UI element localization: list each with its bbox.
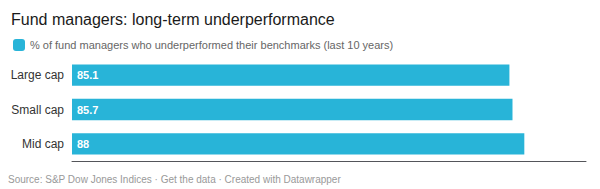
- svg-text:Source: S&P Dow Jones Indices: Source: S&P Dow Jones Indices · Get the …: [8, 174, 341, 185]
- svg-text:Mid cap: Mid cap: [22, 137, 64, 151]
- svg-text:Large cap: Large cap: [11, 68, 65, 82]
- svg-text:85.7: 85.7: [77, 104, 98, 116]
- svg-text:Fund managers: long-term under: Fund managers: long-term underperformanc…: [11, 11, 335, 28]
- svg-text:% of fund managers who underpe: % of fund managers who underperformed th…: [30, 39, 393, 51]
- svg-text:Small cap: Small cap: [11, 103, 64, 117]
- svg-text:85.1: 85.1: [77, 69, 98, 81]
- svg-text:88: 88: [77, 138, 89, 150]
